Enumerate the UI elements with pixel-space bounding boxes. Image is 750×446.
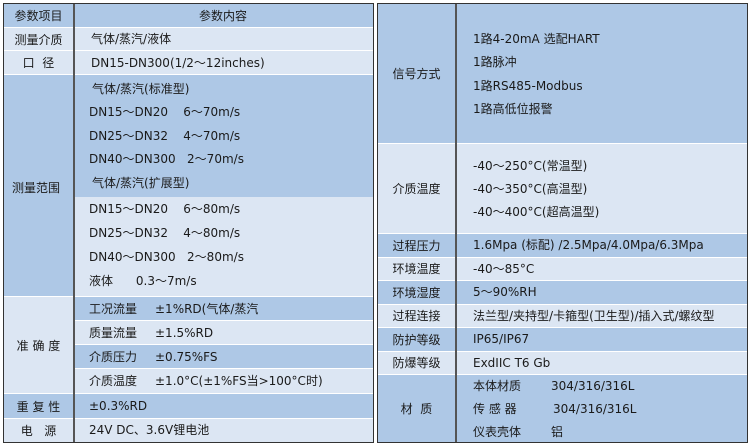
accuracy-label: 准 确 度 bbox=[4, 297, 73, 394]
range-line: 气体/蒸汽(标准型) bbox=[92, 82, 190, 96]
spec-value: 法兰型/夹持型/卡箍型(卫生型)/插入式/螺纹型 bbox=[473, 308, 715, 323]
accuracy-name: 质量流量 bbox=[89, 326, 138, 340]
spec-label: 防护等级 bbox=[378, 328, 455, 352]
right-spec-table: 信号方式 1路4-20mA 选配HART 1路脉冲 1路RS485-Modbus… bbox=[377, 3, 748, 443]
accuracy-value: ±1%RD(气体/蒸汽 bbox=[155, 302, 259, 316]
spec-label: 过程压力 bbox=[378, 234, 455, 258]
spec-row: 5～90%RH bbox=[455, 281, 747, 305]
material-value: 304/316/316L bbox=[553, 402, 637, 416]
material-name: 传 感 器 bbox=[473, 402, 517, 416]
material-name: 仪表壳体 bbox=[473, 425, 522, 439]
signal-label: 信号方式 bbox=[378, 4, 455, 144]
accuracy-name: 工况流量 bbox=[89, 302, 138, 316]
medium-label: 测量介质 bbox=[4, 28, 73, 51]
range-line: DN25～DN32 4～80m/s bbox=[89, 226, 241, 240]
column-divider bbox=[455, 4, 457, 442]
repeatability-value: ±0.3%RD bbox=[89, 399, 148, 413]
power-label: 电 源 bbox=[4, 419, 73, 442]
spec-row: ExdIIC T6 Gb bbox=[455, 351, 747, 375]
spec-value: IP65/IP67 bbox=[473, 332, 530, 346]
spec-value: -40～85°C bbox=[473, 261, 535, 276]
diameter-label: 口 径 bbox=[4, 51, 73, 75]
spec-label: 过程连接 bbox=[378, 304, 455, 328]
spec-row: IP65/IP67 bbox=[455, 328, 747, 352]
spec-row: 法兰型/夹持型/卡箍型(卫生型)/插入式/螺纹型 bbox=[455, 304, 747, 328]
range-line: 液体 0.3～7m/s bbox=[89, 274, 197, 288]
range-line: DN40～DN300 2～70m/s bbox=[89, 152, 244, 166]
signal-line: 1路RS485-Modbus bbox=[473, 79, 583, 93]
spec-row: -40～85°C bbox=[455, 257, 747, 281]
left-spec-table: 参数项目 参数内容 测量介质 气体/蒸汽/液体 口 径 DN15-DN300(1… bbox=[3, 3, 374, 443]
material-name: 本体材质 bbox=[473, 379, 522, 393]
spec-value: ExdIIC T6 Gb bbox=[473, 355, 551, 370]
column-divider bbox=[73, 4, 75, 442]
range-line: DN40～DN300 2～80m/s bbox=[89, 250, 244, 264]
range-line: 气体/蒸汽(扩展型) bbox=[92, 176, 190, 190]
repeatability-label: 重 复 性 bbox=[4, 394, 73, 419]
material-value: 304/316/316L bbox=[551, 379, 635, 393]
signal-line: 1路脉冲 bbox=[473, 55, 517, 69]
medium-temp-line: -40～250°C(常温型) bbox=[473, 159, 588, 173]
accuracy-value: ±1.0°C(±1%FS当>100°C时) bbox=[155, 374, 323, 388]
power-value: 24V DC、3.6V锂电池 bbox=[89, 423, 210, 437]
material-label: 材 质 bbox=[378, 375, 455, 442]
spec-row: 1.6Mpa (标配) /2.5Mpa/4.0Mpa/6.3Mpa bbox=[455, 234, 747, 258]
range-label: 测量范围 bbox=[12, 181, 61, 195]
range-line: DN15～DN20 6～70m/s bbox=[89, 105, 241, 119]
spec-value: 5～90%RH bbox=[473, 285, 537, 299]
accuracy-name: 介质压力 bbox=[89, 350, 138, 364]
material-value: 铝 bbox=[551, 425, 564, 439]
diameter-value: DN15-DN300(1/2～12inches) bbox=[91, 56, 265, 70]
spec-value: 1.6Mpa (标配) /2.5Mpa/4.0Mpa/6.3Mpa bbox=[473, 238, 704, 252]
medium-value: 气体/蒸汽/液体 bbox=[91, 32, 172, 46]
header-item: 参数项目 bbox=[4, 4, 73, 28]
spec-label: 环境温度 bbox=[378, 257, 455, 281]
spec-label: 防爆等级 bbox=[378, 351, 455, 375]
header-content: 参数内容 bbox=[73, 4, 373, 28]
spec-label: 环境湿度 bbox=[378, 281, 455, 305]
accuracy-value: ±0.75%FS bbox=[155, 350, 218, 364]
medium-temp-label: 介质温度 bbox=[378, 144, 455, 234]
signal-line: 1路高低位报警 bbox=[473, 102, 553, 116]
range-line: DN25～DN32 4～70m/s bbox=[89, 129, 241, 143]
medium-temp-line: -40～350°C(高温型) bbox=[473, 182, 588, 196]
accuracy-name: 介质温度 bbox=[89, 374, 138, 388]
range-line: DN15～DN20 6～80m/s bbox=[89, 202, 241, 216]
medium-temp-line: -40～400°C(超高温型) bbox=[473, 205, 600, 219]
accuracy-value: ±1.5%RD bbox=[155, 326, 214, 340]
signal-line: 1路4-20mA 选配HART bbox=[473, 32, 600, 46]
